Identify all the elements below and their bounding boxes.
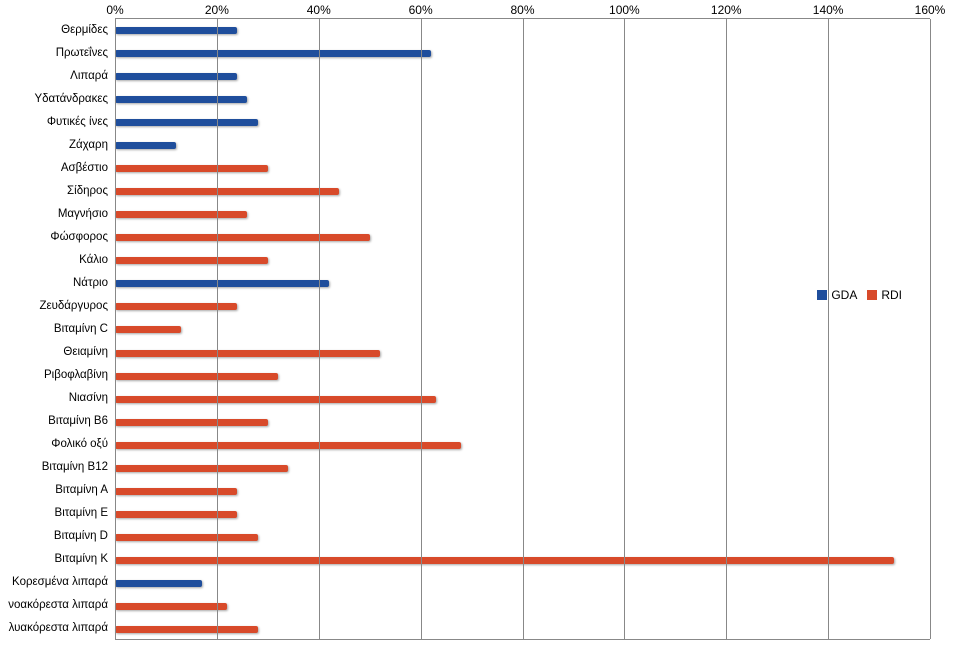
y-tick-label: Κορεσμένα λιπαρά xyxy=(12,576,108,588)
y-tick-label: Νάτριο xyxy=(73,277,108,289)
y-tick-label: Θερμίδες xyxy=(61,24,108,36)
bar-rdi xyxy=(115,211,247,218)
bar-rdi xyxy=(115,419,268,426)
bar-rdi xyxy=(115,326,181,333)
y-tick-label: Ζευδάργυρος xyxy=(39,300,108,312)
legend-swatch-rdi xyxy=(867,290,877,300)
bar-rdi xyxy=(115,350,380,357)
bar-rdi xyxy=(115,465,288,472)
bar-gda xyxy=(115,580,202,587)
y-tick-label: Ασβέστιο xyxy=(61,162,108,174)
y-tick-label: Κάλιο xyxy=(79,254,108,266)
bar-rdi xyxy=(115,165,268,172)
legend: GDA RDI xyxy=(817,288,902,302)
legend-label-gda: GDA xyxy=(831,288,857,302)
gridline xyxy=(930,19,931,639)
bar-rdi xyxy=(115,511,237,518)
bar-rdi xyxy=(115,188,339,195)
y-tick-label: Νιασίνη xyxy=(69,392,108,404)
y-tick-label: Πρωτεΐνες xyxy=(56,47,108,59)
x-tick-label: 120% xyxy=(711,3,742,17)
gridline xyxy=(828,19,829,639)
y-tick-label: Βιταμίνη C xyxy=(54,323,108,335)
x-tick-label: 100% xyxy=(609,3,640,17)
y-tick-label: Βιταμίνη Κ xyxy=(55,553,108,565)
legend-entry-rdi: RDI xyxy=(867,288,902,302)
gridline xyxy=(115,19,116,639)
x-tick-label: 80% xyxy=(510,3,534,17)
y-tick-label: Φολικό οξύ xyxy=(51,438,108,450)
y-tick-label: Υδατάνδρακες xyxy=(34,93,108,105)
bar-rdi xyxy=(115,557,894,564)
y-tick-label: λυακόρεστα λιπαρά xyxy=(9,622,108,634)
bar-gda xyxy=(115,142,176,149)
bar-rdi xyxy=(115,396,436,403)
bar-rdi xyxy=(115,257,268,264)
bar-rdi xyxy=(115,534,258,541)
bar-rdi xyxy=(115,626,258,633)
x-tick-label: 160% xyxy=(915,3,946,17)
bar-gda xyxy=(115,119,258,126)
y-tick-label: Λιπαρά xyxy=(70,70,108,82)
y-tick-label: Φυτικές ίνες xyxy=(47,116,108,128)
legend-entry-gda: GDA xyxy=(817,288,857,302)
bar-rdi xyxy=(115,303,237,310)
y-tick-label: Θειαμίνη xyxy=(63,346,108,358)
bar-gda xyxy=(115,50,431,57)
bar-rdi xyxy=(115,442,461,449)
bar-gda xyxy=(115,96,247,103)
gridline xyxy=(217,19,218,639)
y-tick-label: Βιταμίνη D xyxy=(54,530,108,542)
bar-gda xyxy=(115,27,237,34)
bar-rdi xyxy=(115,603,227,610)
legend-swatch-gda xyxy=(817,290,827,300)
bar-rdi xyxy=(115,373,278,380)
plot-area: 0%20%40%60%80%100%120%140%160% xyxy=(115,18,930,640)
bar-gda xyxy=(115,280,329,287)
y-tick-label: Μαγνήσιο xyxy=(58,208,108,220)
legend-label-rdi: RDI xyxy=(881,288,902,302)
y-axis-labels: Θερμίδες Πρωτεΐνες Λιπαρά Υδατάνδρακες Φυτικ… xyxy=(0,18,112,640)
x-tick-label: 60% xyxy=(409,3,433,17)
x-tick-label: 0% xyxy=(106,3,123,17)
x-tick-label: 20% xyxy=(205,3,229,17)
bar-rdi xyxy=(115,488,237,495)
y-tick-label: Ζάχαρη xyxy=(69,139,108,151)
gridline xyxy=(523,19,524,639)
y-tick-label: Βιταμίνη Β12 xyxy=(42,461,108,473)
y-tick-label: νοακόρεστα λιπαρά xyxy=(8,599,108,611)
gridline xyxy=(421,19,422,639)
bar-gda xyxy=(115,73,237,80)
gridline xyxy=(624,19,625,639)
y-tick-label: Ριβοφλαβίνη xyxy=(44,369,108,381)
x-tick-label: 40% xyxy=(307,3,331,17)
y-tick-label: Φώσφορος xyxy=(50,231,108,243)
nutrient-bar-chart: 0%20%40%60%80%100%120%140%160% ΘερμίδεςΠ… xyxy=(0,0,960,646)
y-tick-label: Βιταμίνη Α xyxy=(55,484,108,496)
y-tick-label: Βιταμίνη Β6 xyxy=(48,415,108,427)
gridline xyxy=(726,19,727,639)
y-tick-label: Σίδηρος xyxy=(67,185,108,197)
y-tick-label: Βιταμίνη Ε xyxy=(55,507,108,519)
bar-rdi xyxy=(115,234,370,241)
x-tick-label: 140% xyxy=(813,3,844,17)
gridline xyxy=(319,19,320,639)
